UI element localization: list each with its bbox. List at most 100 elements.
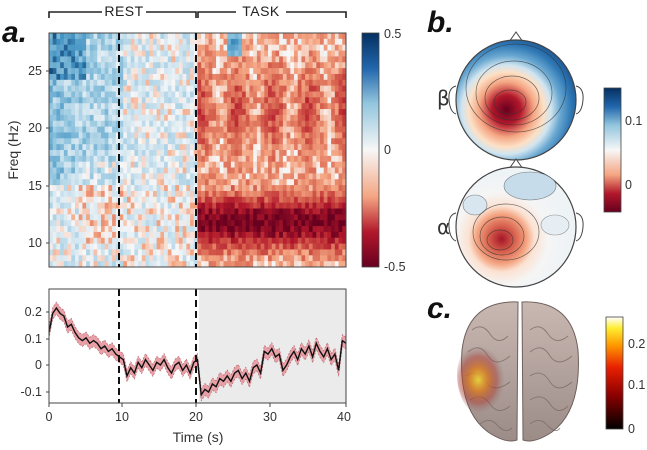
- heatmap-cell: [149, 62, 154, 69]
- heatmap-cell: [305, 190, 310, 198]
- heatmap-cell: [112, 62, 117, 69]
- heatmap-cell: [253, 167, 258, 174]
- heatmap-cell: [331, 155, 336, 163]
- heatmap-cell: [71, 126, 76, 134]
- heatmap-cell: [286, 79, 291, 87]
- heatmap-cell: [138, 220, 143, 227]
- heatmap-cell: [260, 261, 265, 267]
- heatmap-cell: [190, 114, 195, 122]
- heatmap-cell: [260, 226, 265, 233]
- heatmap-cell: [204, 91, 210, 98]
- heatmap-cell: [56, 103, 61, 110]
- heatmap-cell: [290, 109, 295, 116]
- heatmap-cell: [89, 255, 95, 262]
- heatmap-cell: [219, 226, 225, 233]
- heatmap-cell: [104, 114, 109, 122]
- heatmap-cell: [78, 91, 84, 98]
- heatmap-cell: [297, 226, 303, 233]
- heatmap-cell: [208, 97, 213, 104]
- heatmap-cell: [286, 214, 291, 221]
- heatmap-cell: [186, 150, 191, 157]
- heatmap-cell: [249, 226, 254, 233]
- heatmap-cell: [230, 103, 236, 110]
- heatmap-cell: [338, 73, 343, 81]
- heatmap-cell: [123, 255, 128, 262]
- heatmap-cell: [305, 85, 310, 93]
- heatmap-cell: [204, 97, 210, 104]
- heatmap-cell: [212, 173, 217, 180]
- xtick-30: 30: [263, 410, 277, 424]
- heatmap-cell: [93, 126, 98, 134]
- heatmap-cell: [119, 226, 124, 233]
- heatmap-cell: [93, 190, 98, 198]
- heatmap-cell: [234, 255, 239, 262]
- heatmap-cell: [271, 243, 277, 251]
- heatmap-cell: [249, 208, 254, 215]
- heatmap-cell: [145, 261, 150, 267]
- heatmap-cell: [49, 50, 54, 57]
- heatmap-cell: [201, 97, 206, 104]
- heatmap-cell: [190, 249, 195, 256]
- heatmap-cell: [141, 255, 147, 262]
- heatmap-cell: [156, 50, 161, 57]
- heatmap-cell: [86, 97, 91, 104]
- heatmap-cell: [134, 249, 139, 256]
- heatmap-cell: [138, 196, 143, 204]
- heatmap-cell: [67, 126, 72, 134]
- heatmap-cell: [342, 261, 346, 267]
- heatmap-cell: [182, 132, 187, 139]
- heatmap-cell: [204, 109, 210, 116]
- heatmap-cell: [238, 249, 243, 256]
- heatmap-cell: [327, 220, 332, 227]
- heatmap-cell: [178, 114, 184, 122]
- heatmap-cell: [294, 38, 299, 46]
- heatmap-cell: [338, 237, 343, 245]
- heatmap-cell: [234, 68, 239, 75]
- heatmap-cell: [320, 97, 325, 104]
- heatmap-cell: [305, 62, 310, 69]
- heatmap-cell: [312, 114, 317, 122]
- heatmap-cell: [71, 85, 76, 93]
- heatmap-cell: [197, 173, 202, 180]
- heatmap-cell: [186, 91, 191, 98]
- heatmap-cell: [290, 190, 295, 198]
- heatmap-cell: [338, 44, 343, 52]
- heatmap-cell: [249, 220, 254, 227]
- heatmap-cell: [93, 38, 98, 46]
- heatmap-cell: [52, 85, 58, 93]
- heatmap-cell: [242, 150, 247, 157]
- heatmap-cell: [275, 231, 280, 239]
- heatmap-cell: [93, 68, 98, 75]
- heatmap-cell: [260, 33, 265, 40]
- heatmap-cell: [238, 173, 243, 180]
- heatmap-cell: [52, 196, 58, 204]
- heatmap-cell: [227, 161, 232, 169]
- topomap-alpha: [448, 158, 584, 288]
- heatmap-cell: [219, 44, 225, 52]
- heatmap-cell: [182, 231, 187, 239]
- heatmap-cell: [167, 85, 173, 93]
- heatmap-cell: [49, 185, 54, 192]
- heatmap-cell: [208, 208, 213, 215]
- heatmap-cell: [342, 214, 346, 221]
- heatmap-cell: [260, 132, 265, 139]
- heatmap-cell: [175, 190, 180, 198]
- heatmap-cell: [178, 144, 184, 151]
- heatmap-cell: [260, 243, 265, 251]
- heatmap-cell: [74, 185, 80, 192]
- heatmap-cell: [104, 56, 109, 63]
- heatmap-cell: [334, 226, 340, 233]
- heatmap-cell: [219, 97, 225, 104]
- heatmap-cell: [164, 38, 169, 46]
- heatmap-cell: [60, 56, 65, 63]
- heatmap-cell: [323, 261, 329, 267]
- heatmap-cell: [216, 237, 221, 245]
- heatmap-cell: [242, 44, 247, 52]
- heatmap-cell: [167, 202, 173, 210]
- heatmap-cell: [216, 91, 221, 98]
- heatmap-cell: [74, 91, 80, 98]
- heatmap-cell: [86, 126, 91, 134]
- heatmap-cell: [230, 91, 236, 98]
- heatmap-cell: [323, 91, 329, 98]
- heatmap-cell: [190, 50, 195, 57]
